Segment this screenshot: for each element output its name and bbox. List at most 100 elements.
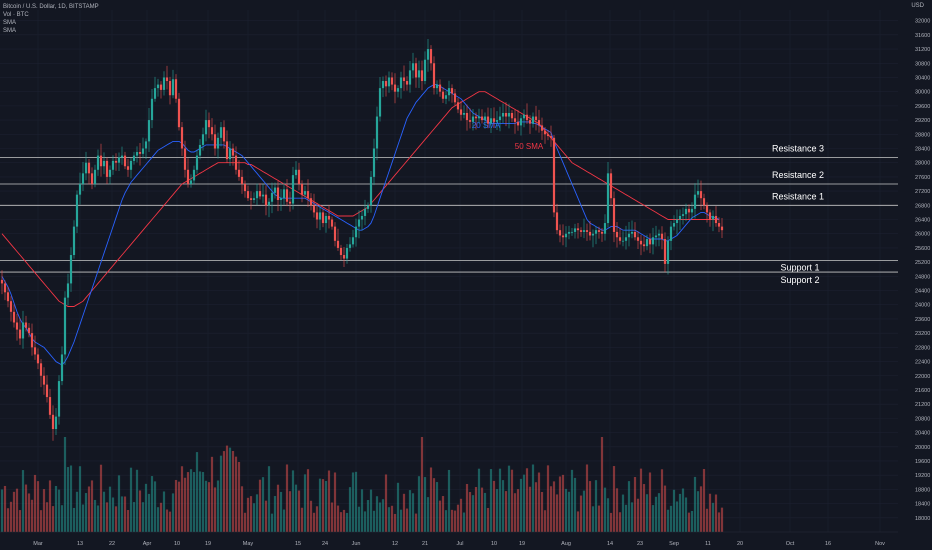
candle-body — [522, 114, 526, 119]
candle-body — [210, 127, 214, 135]
price-tick-label: 26400 — [915, 218, 930, 224]
candle-body — [513, 118, 517, 122]
volume-bar — [519, 478, 523, 532]
volume-bar — [510, 469, 514, 532]
volume-bar — [93, 499, 97, 532]
candle-body — [453, 93, 457, 103]
price-tick-label: 19200 — [915, 473, 930, 479]
candle-body — [549, 136, 553, 138]
volume-bar — [513, 493, 517, 532]
volume-bar — [333, 472, 337, 532]
volume-bar — [0, 489, 4, 532]
volume-bar — [195, 452, 199, 532]
volume-bar — [522, 474, 526, 532]
candle-body — [147, 120, 151, 142]
candle-body — [300, 184, 304, 195]
volume-bar — [30, 499, 34, 532]
volume-bar — [324, 480, 328, 532]
candle-body — [150, 98, 154, 121]
volume-bar — [582, 490, 586, 532]
candle-body — [339, 247, 343, 256]
volume-bar — [168, 511, 172, 532]
candle-body — [570, 231, 574, 233]
candle-body — [45, 384, 49, 398]
candle-body — [354, 226, 358, 238]
volume-bar — [210, 456, 214, 532]
volume-bar — [693, 476, 697, 532]
candle-body — [108, 169, 112, 177]
time-tick-label: 19 — [205, 541, 211, 547]
volume-bar — [678, 493, 682, 532]
candle-body — [69, 255, 73, 284]
volume-bar — [45, 502, 49, 532]
candle-body — [360, 215, 364, 220]
sma-legend-1: SMA — [3, 20, 17, 26]
candle-body — [51, 414, 55, 430]
candle-body — [231, 148, 235, 156]
time-tick-label: 20 — [737, 541, 743, 547]
time-tick-label: Sep — [669, 541, 679, 547]
candle-body — [381, 81, 385, 89]
volume-bar — [276, 484, 280, 532]
candle-body — [402, 77, 406, 82]
volume-bar — [18, 510, 22, 532]
time-tick-label: 19 — [519, 541, 525, 547]
volume-bar — [81, 504, 85, 532]
volume-bar — [531, 464, 535, 532]
candle-body — [681, 214, 685, 216]
price-tick-label: 30800 — [915, 61, 930, 67]
price-tick-label: 30000 — [915, 90, 930, 96]
time-tick-label: 10 — [174, 541, 180, 547]
candle-body — [621, 240, 625, 242]
candle-body — [408, 70, 412, 85]
volume-bar — [207, 482, 211, 532]
volume-bar — [282, 509, 286, 532]
volume-bar — [24, 484, 28, 532]
candle-body — [501, 112, 505, 117]
candle-body — [669, 226, 673, 241]
volume-bar — [198, 471, 202, 532]
candle-body — [153, 88, 157, 99]
volume-bar — [663, 485, 667, 532]
symbol-title: Bitcoin / U.S. Dollar, 1D, BITSTAMP — [3, 4, 99, 10]
volume-bar — [579, 495, 583, 532]
candle-body — [627, 233, 631, 238]
candle-body — [498, 116, 502, 121]
candle-body — [321, 212, 325, 224]
candle-body — [120, 155, 124, 158]
candle-body — [447, 88, 451, 96]
candle-body — [483, 116, 487, 121]
candle-body — [48, 397, 52, 415]
candle-body — [636, 237, 640, 241]
volume-bar — [603, 487, 607, 532]
candle-body — [450, 88, 454, 94]
candle-body — [195, 155, 199, 170]
candle-body — [297, 169, 301, 184]
volume-bar — [534, 482, 538, 532]
candle-body — [630, 231, 634, 234]
candle-body — [576, 228, 580, 231]
volume-bar — [270, 513, 274, 532]
price-tick-label: 19600 — [915, 459, 930, 465]
candle-body — [93, 169, 97, 184]
candle-body — [315, 212, 319, 220]
price-tick-label: 18800 — [915, 487, 930, 493]
price-tick-label: 29200 — [915, 118, 930, 124]
volume-bar — [186, 472, 190, 532]
candle-body — [174, 79, 178, 99]
candle-body — [186, 169, 190, 184]
candle-body — [474, 116, 478, 119]
candle-body — [618, 237, 622, 241]
volume-bar — [717, 512, 721, 532]
candle-body — [564, 233, 568, 238]
volume-bar — [123, 496, 127, 532]
volume-bar — [669, 505, 673, 532]
candle-body — [672, 223, 676, 227]
volume-bar — [99, 464, 103, 532]
candle-body — [165, 77, 169, 82]
candle-body — [438, 84, 442, 92]
candle-body — [237, 169, 241, 177]
volume-bar — [240, 486, 244, 532]
price-tick-label: 20800 — [915, 416, 930, 422]
